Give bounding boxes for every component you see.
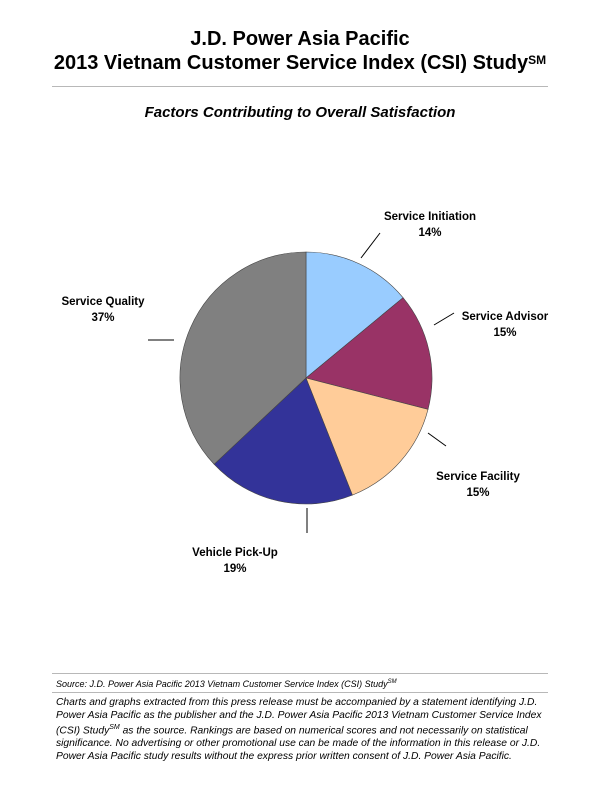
slice-value-label: 37% [91,312,114,324]
slice-label: Service Quality [61,296,145,308]
page-title: J.D. Power Asia Pacific [190,28,410,50]
leader-line [427,432,447,447]
slice-value-label: 15% [466,487,489,499]
slice-label: Service Initiation [384,211,476,223]
slice-label: Service Facility [436,471,520,483]
pie-slice-service-advisor [305,297,433,410]
pie-slice-service-initiation [305,251,404,379]
leader-line [360,232,381,259]
disclaimer-service-mark: SM [109,724,120,732]
header-divider [52,86,548,87]
source-note: Source: J.D. Power Asia Pacific 2013 Vie… [56,679,397,689]
source-divider-top [52,673,548,674]
slice-value-label: 19% [223,563,246,575]
chart-title: Factors Contributing to Overall Satisfac… [144,104,456,121]
service-mark: SM [528,53,547,67]
source-service-mark: SM [387,679,397,685]
slice-label: Service Advisor [462,311,549,323]
source-divider-bottom [52,692,548,693]
pie-slice-vehicle-pick-up [213,377,353,505]
page-subtitle-study: 2013 Vietnam Customer Service Index (CSI… [53,52,547,74]
pie-slice-service-facility [305,377,429,496]
slice-label: Vehicle Pick-Up [192,547,278,559]
pie-slice-service-quality [179,251,307,465]
pie-slices [179,251,433,505]
pie-labels: Service Initiation 14% Service Advisor 15% S… [61,211,548,575]
pie-chart: Service Initiation 14% Service Advisor 15% S… [61,211,548,575]
pie-leader-lines [148,232,455,533]
slice-value-label: 15% [493,327,516,339]
disclaimer-text: Charts and graphs extracted from this pr… [56,697,542,762]
slice-value-label: 14% [418,227,441,239]
leader-line [433,312,455,326]
